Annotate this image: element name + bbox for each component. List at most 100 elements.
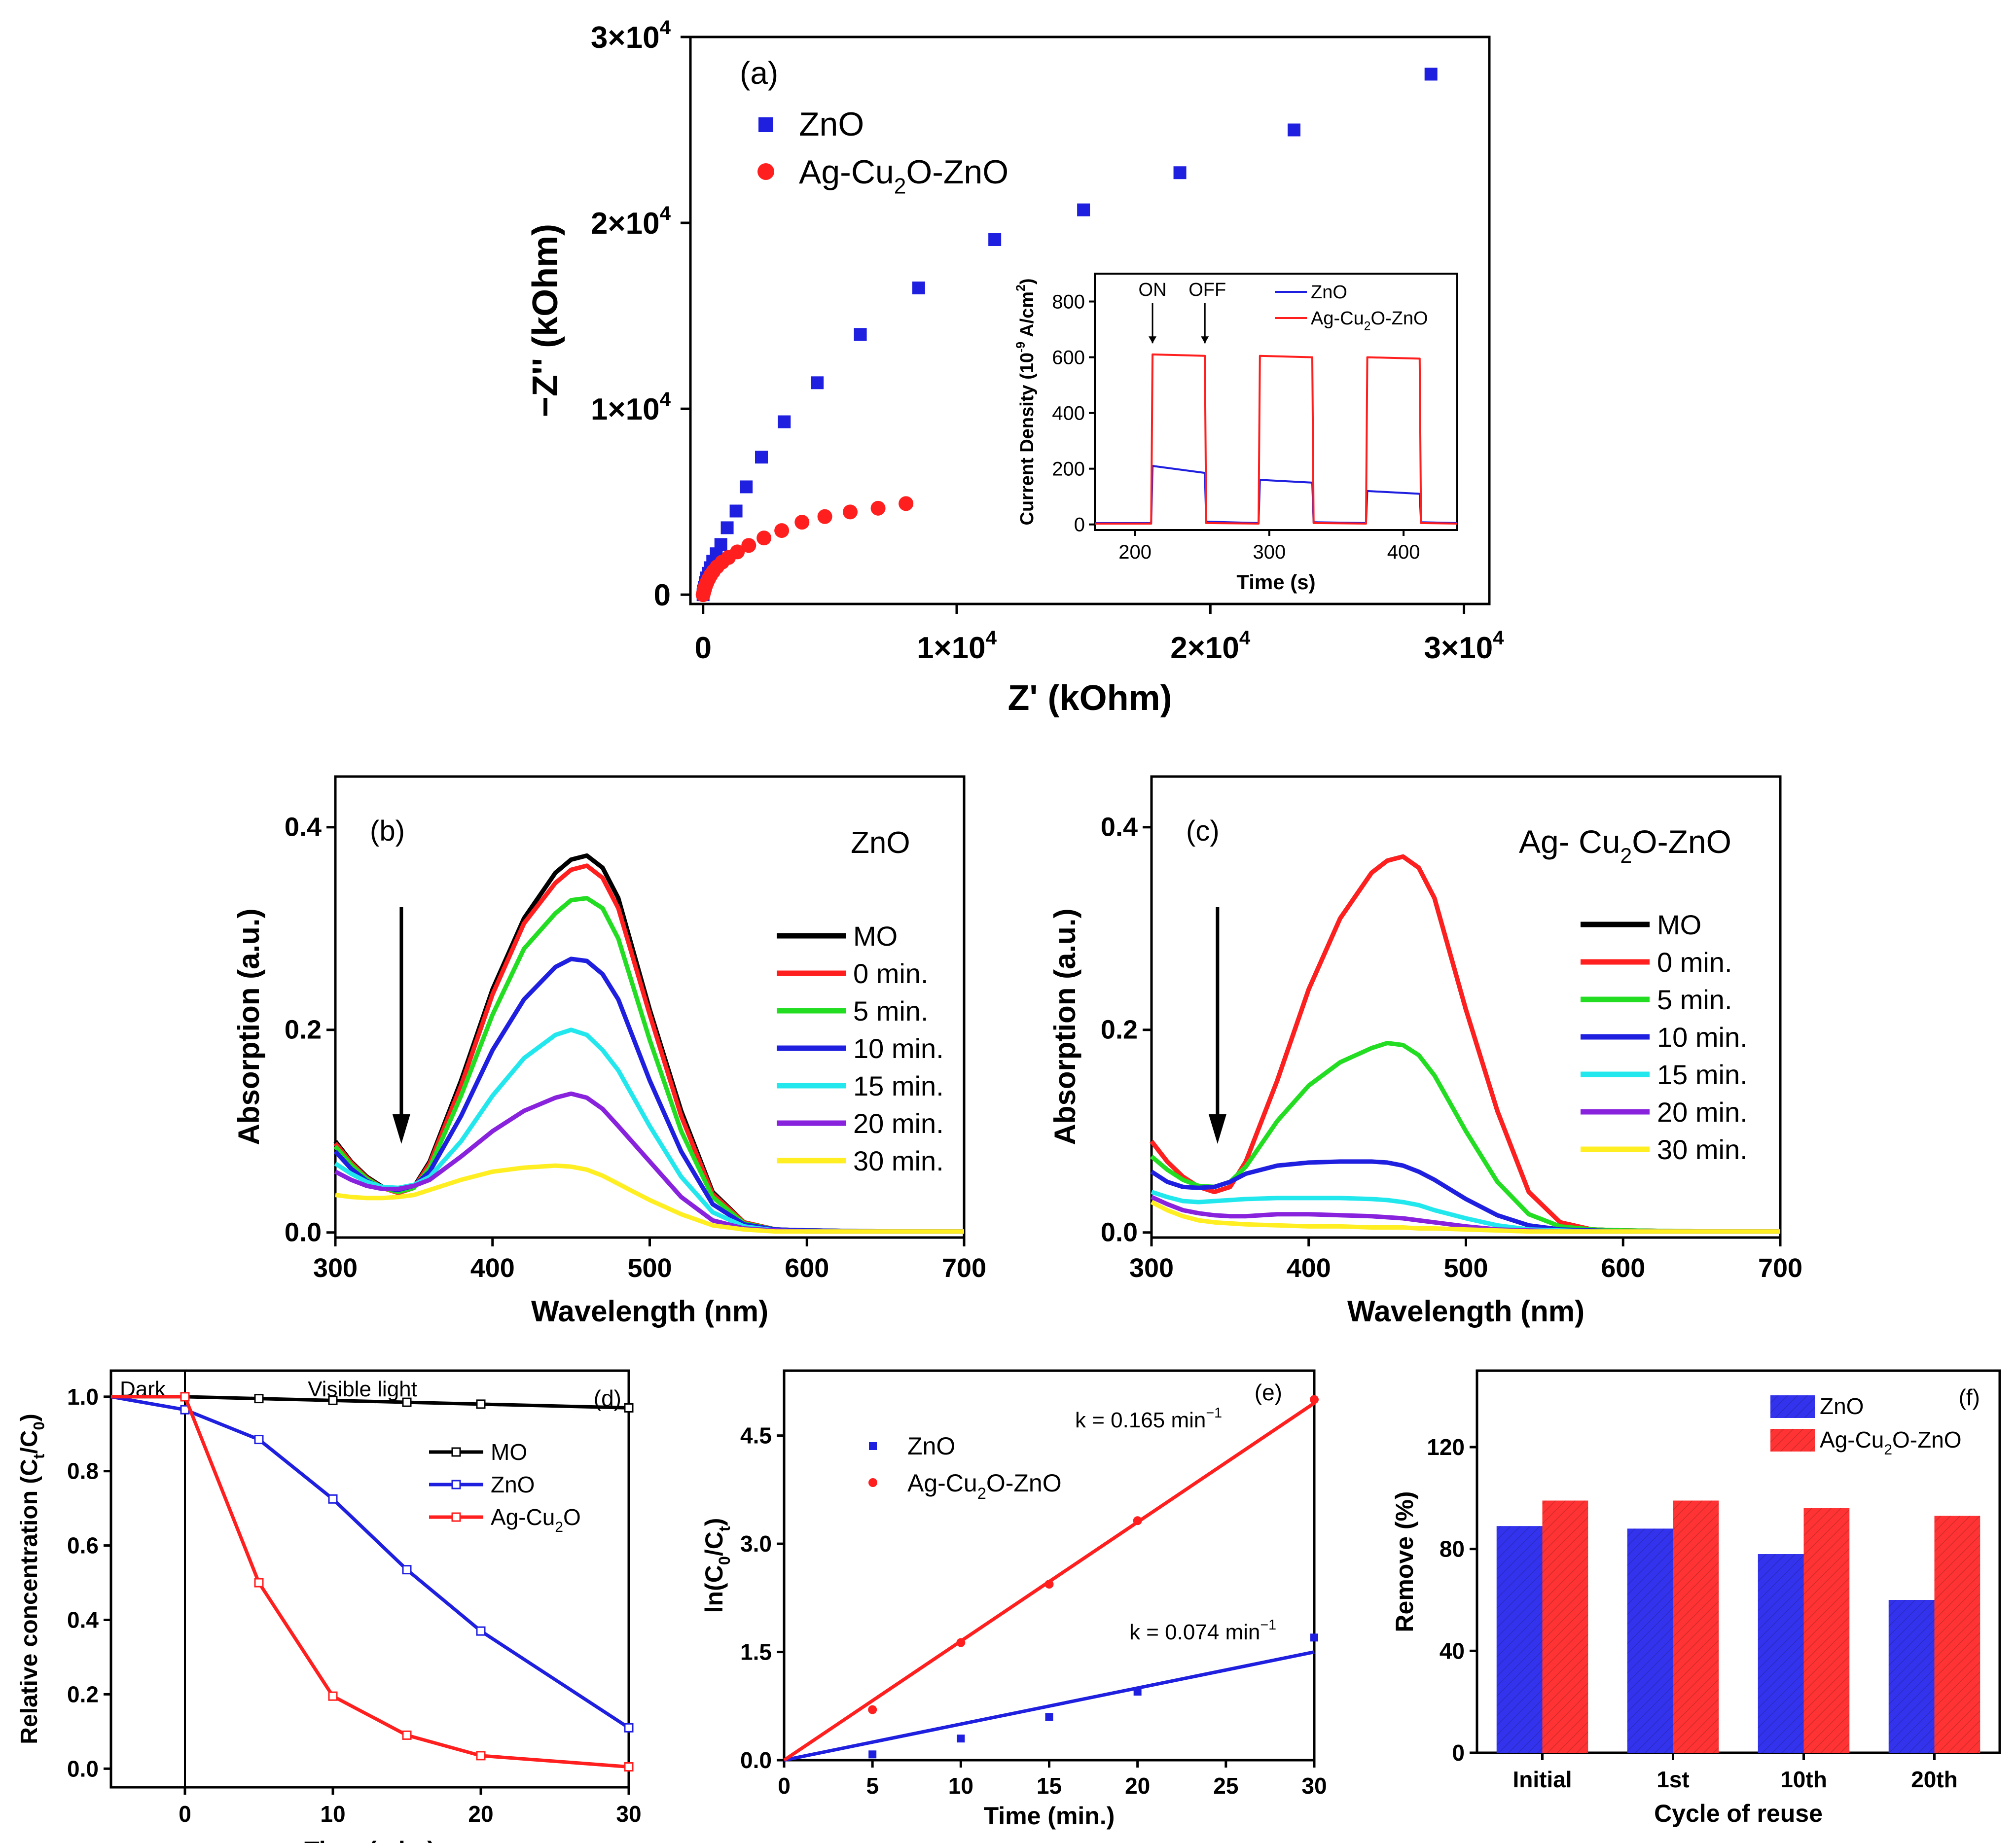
data-point-zno	[720, 521, 734, 534]
y-tick-label: 0.4	[1101, 813, 1138, 842]
legend-label: 0 min.	[1657, 947, 1732, 978]
y-axis-label-part: 0	[30, 1421, 47, 1430]
legend-label-ag-cu2o-part: 2	[555, 1519, 563, 1535]
data-point	[402, 1730, 412, 1740]
x-axis-label: Time (min.)	[984, 1802, 1115, 1830]
x-tick-label: 20	[468, 1801, 493, 1827]
chart-title: Ag- Cu2O-ZnO	[1519, 823, 1731, 868]
legend-label: 5 min.	[853, 995, 929, 1027]
legend-swatch-ag-cu2o-zno	[1770, 1429, 1815, 1452]
y-axis-label: ln(C0/Ct)	[700, 1518, 733, 1613]
series-line	[110, 1395, 630, 1730]
y-tick-label-part: 2×10	[591, 207, 660, 241]
legend-label: 15 min.	[853, 1070, 944, 1101]
panel-a-inset-photocurrent-chart: 200 300 400 0 200 400 600 800 Time (s) Current De…	[1014, 273, 1458, 594]
legend-label-ag-cu2o-zno-part: Ag-Cu	[907, 1469, 977, 1497]
legend-label-ag-cu2o-zno-part: 2	[894, 174, 906, 198]
legend-label: 20 min.	[1657, 1097, 1748, 1128]
y-axis-label: Remove (%)	[1391, 1491, 1418, 1632]
panel-label: (b)	[370, 815, 405, 847]
legend-swatch-zno	[1770, 1395, 1815, 1418]
x-tick-label: 500	[1443, 1253, 1488, 1283]
x-tick-label: 10	[948, 1773, 973, 1799]
chart-title-part: O-ZnO	[1632, 823, 1731, 860]
legend-label-zno: ZnO	[1820, 1393, 1864, 1419]
legend-label: 15 min.	[1657, 1059, 1748, 1090]
x-tick-label: 15	[1037, 1773, 1062, 1799]
y-tick-label: 0.6	[67, 1533, 99, 1559]
y-axis-label-part: Relative concentration (C	[16, 1459, 42, 1744]
inset-series-line	[1095, 353, 1458, 525]
data-point-ag-cu2o-zno	[756, 531, 772, 546]
y-tick-label: 0	[654, 578, 671, 612]
legend-label-ag-cu2o-zno-part: O-ZnO	[1370, 308, 1428, 329]
y-tick-label-part: 1×10	[591, 392, 660, 426]
x-axis-label: Time (min.)	[304, 1837, 435, 1843]
y-tick-label-part: 4	[660, 388, 671, 410]
bar-ag-cu2o-zno	[1934, 1516, 1980, 1753]
chart-title-part: Ag- Cu	[1519, 823, 1620, 860]
y-tick-label: 400	[1052, 403, 1085, 425]
inset-x-axis-label: Time (s)	[1236, 570, 1315, 594]
legend-label-ag-cu2o-zno: Ag-Cu2O-ZnO	[799, 153, 1008, 198]
spectrum-line	[1150, 854, 1780, 1234]
x-axis-label: Z' (kOhm)	[1008, 678, 1172, 718]
y-tick-label: 3.0	[740, 1531, 772, 1557]
data-point-zno	[1045, 1713, 1053, 1721]
data-point-zno	[1173, 166, 1187, 179]
bar-zno	[1496, 1526, 1543, 1753]
y-axis-label-part: t	[716, 1526, 733, 1531]
data-point	[476, 1626, 486, 1636]
fit-label-ag-cu2o-zno-part: −1	[1206, 1405, 1222, 1421]
legend-label-ag-cu2o-zno-part: O-ZnO	[1892, 1427, 1962, 1453]
inset-y-axis-label-part: )	[1017, 279, 1038, 285]
legend-label-ag-cu2o-zno-part: O-ZnO	[986, 1469, 1062, 1497]
legend-label-zno: ZnO	[1311, 282, 1347, 303]
bar-ag-cu2o-zno	[1673, 1500, 1719, 1753]
data-point	[254, 1435, 264, 1445]
bar-zno	[1627, 1528, 1673, 1753]
decrease-arrowhead	[1208, 1114, 1226, 1144]
legend-label-zno: ZnO	[799, 106, 864, 143]
y-tick-label: 0.2	[285, 1015, 322, 1045]
bar-zno	[1888, 1600, 1935, 1753]
x-tick-label-part: 4	[1493, 627, 1504, 649]
y-axis-label-part: )	[700, 1518, 728, 1526]
data-point-zno	[811, 376, 824, 390]
legend-label-ag-cu2o-zno-part: Ag-Cu	[1820, 1427, 1884, 1453]
legend-label: 5 min.	[1657, 984, 1732, 1015]
y-tick-label: 4.5	[740, 1423, 772, 1449]
y-tick-label: 1.0	[67, 1384, 99, 1410]
y-tick-label: 2×104	[591, 202, 671, 241]
data-point-ag-cu2o-zno	[817, 509, 832, 524]
data-point-zno	[868, 1750, 877, 1759]
data-point-ag-cu2o-zno	[741, 538, 756, 553]
spectrum-line	[335, 1163, 964, 1234]
legend-label-ag-cu2o-zno: Ag-Cu2O-ZnO	[1820, 1427, 1962, 1458]
legend-label: 10 min.	[1657, 1022, 1748, 1053]
data-point-zno	[912, 282, 925, 295]
x-tick-label: 0	[179, 1801, 191, 1827]
x-tick-label: 20	[1125, 1773, 1150, 1799]
legend-marker-ag-cu2o-zno	[757, 163, 774, 180]
data-point-ag-cu2o-zno	[843, 504, 858, 520]
data-point-zno	[988, 233, 1002, 246]
x-tick-label: 300	[313, 1253, 358, 1283]
y-tick-label: 0	[1074, 514, 1085, 536]
fit-label-zno: k = 0.074 min−1	[1129, 1617, 1276, 1644]
x-tick-label: 0	[778, 1773, 791, 1799]
annotation-arrowhead	[1201, 336, 1209, 344]
panel-label: (f)	[1959, 1384, 1980, 1410]
y-tick-label-part: 3×10	[591, 21, 660, 55]
y-tick-label: 0.0	[740, 1747, 772, 1773]
legend-label: 0 min.	[853, 958, 929, 989]
legend-marker	[451, 1480, 461, 1489]
data-point-ag-cu2o-zno	[774, 523, 790, 538]
x-tick-label: 700	[942, 1253, 986, 1283]
y-tick-label: 0.8	[67, 1458, 99, 1484]
annotation-visible-light: Visible light	[308, 1377, 417, 1401]
x-tick-label: 5	[866, 1773, 879, 1799]
panel-f-reuse-chart: 0 40 80 120 Initial 1st 10th 20th Cycle of reuse…	[1391, 1369, 2001, 1827]
y-axis-label-part: t	[30, 1454, 47, 1459]
x-tick-label: 1st	[1656, 1767, 1689, 1792]
